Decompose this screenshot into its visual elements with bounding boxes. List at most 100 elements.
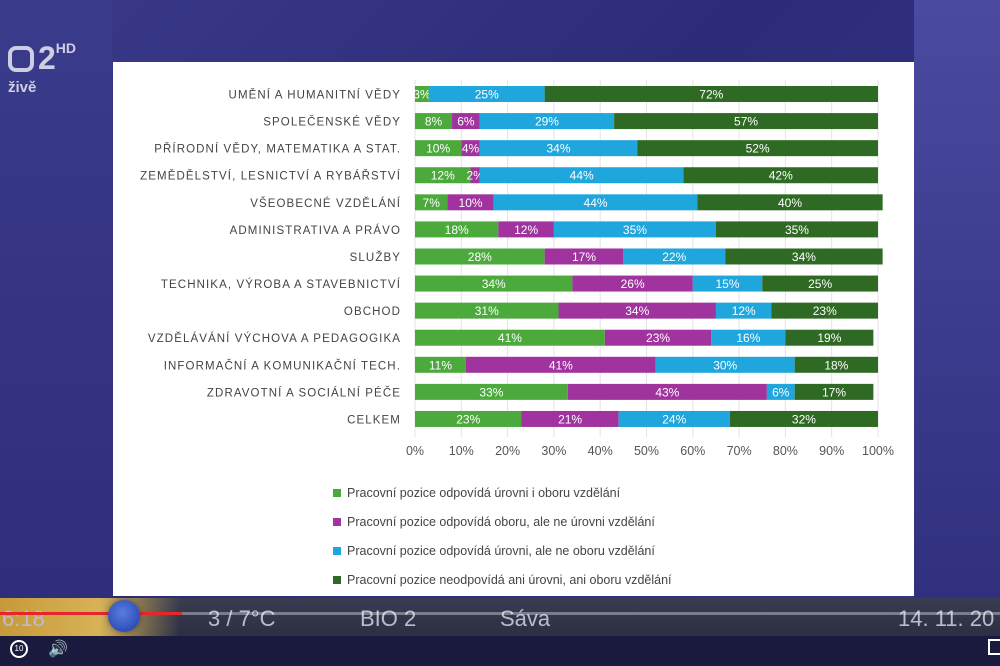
clock-background (0, 598, 180, 636)
data-label: 18% (824, 358, 848, 372)
data-label: 6% (457, 115, 475, 129)
data-label: 11% (429, 358, 452, 372)
bar-segment (493, 194, 698, 211)
legend-swatch (333, 488, 341, 497)
bar-segment (762, 275, 878, 292)
x-tick-label: 30% (541, 444, 566, 458)
x-tick-label: 10% (449, 444, 474, 458)
bar-segment (794, 383, 874, 400)
category-label: PŘÍRODNÍ VĚDY, MATEMATIKA A STAT. (154, 143, 401, 156)
stacked-bar-chart: 0% 10% 20% 30% 40% 50% 60% 70% 80% 90% 100% UMĚNÍ A… (140, 80, 894, 458)
data-label: 26% (621, 277, 645, 291)
bar-segment (461, 140, 480, 157)
data-label: 33% (479, 385, 503, 399)
data-label: 41% (498, 331, 522, 345)
bar-segment (544, 86, 878, 102)
bar-segment (614, 113, 878, 130)
data-label: 34% (482, 277, 506, 291)
bar-segment (771, 302, 878, 319)
seek-bar-track[interactable] (0, 612, 1000, 615)
data-label: 12% (514, 223, 538, 237)
bar-segment (766, 383, 795, 400)
bar-segment (725, 248, 883, 265)
data-label: 41% (549, 358, 573, 372)
legend-label: Pracovní pozice neodpovídá ani úrovni, a… (347, 572, 672, 587)
data-label: 8% (425, 115, 443, 129)
data-label: 19% (817, 331, 841, 345)
data-label: 4% (462, 142, 480, 156)
x-tick-label: 60% (680, 444, 705, 458)
legend-item: Pracovní pozice odpovídá úrovni, ale ne … (333, 536, 672, 565)
hd-badge: HD (55, 40, 77, 56)
news-ticker: 6:18 3 / 7°C BIO 2 Sáva 14. 11. 20 (0, 598, 1000, 636)
bar-segment (479, 167, 684, 184)
seek-bar-progress (0, 612, 182, 615)
bar-segment (415, 302, 559, 319)
bar-segment (544, 248, 624, 265)
seek-bar-handle[interactable] (108, 600, 140, 632)
data-label: 6% (772, 385, 790, 399)
ticker-time: 6:18 (2, 606, 45, 631)
bar-segment (715, 221, 878, 238)
data-label: 44% (570, 169, 594, 183)
bar-segment (521, 410, 619, 427)
legend-swatch (333, 546, 341, 555)
category-label: SPOLEČENSKÉ VĚDY (263, 116, 401, 129)
bar-segment (415, 167, 471, 184)
data-label: 29% (535, 115, 559, 129)
bar-segment (655, 356, 795, 373)
bar-segment (558, 302, 716, 319)
legend-label: Pracovní pozice odpovídá úrovni, ale ne … (347, 543, 655, 558)
data-label: 22% (662, 250, 686, 264)
category-label: ZDRAVOTNÍ A SOCIÁLNÍ PÉČE (207, 386, 401, 399)
data-label: 34% (625, 304, 649, 318)
bar-segment (415, 383, 568, 400)
bar-segment (692, 275, 763, 292)
bar-segment (415, 86, 429, 102)
bar-segment (415, 113, 453, 130)
data-label: 35% (623, 223, 647, 237)
channel-logo: 2HD živě (8, 40, 76, 96)
bar-segment (415, 248, 545, 265)
data-label: 44% (584, 196, 608, 210)
bar-segment (415, 275, 573, 292)
data-label: 17% (822, 385, 846, 399)
volume-icon[interactable]: 🔊 (48, 641, 68, 658)
live-label: živě (8, 79, 37, 96)
bar-segment (623, 248, 726, 265)
data-label: 34% (547, 142, 571, 156)
cast-icon[interactable] (988, 639, 1000, 655)
legend-item: Pracovní pozice neodpovídá ani úrovni, a… (333, 565, 672, 594)
data-label: 43% (655, 385, 679, 399)
category-label: TECHNIKA, VÝROBA A STAVEBNICTVÍ (161, 278, 401, 291)
bar-segment (470, 167, 480, 184)
bar-segment (452, 113, 480, 130)
category-label: UMĚNÍ A HUMANITNÍ VĚDY (229, 89, 401, 102)
x-tick-label: 90% (819, 444, 844, 458)
category-label: SLUŽBY (350, 251, 401, 264)
data-label: 12% (732, 304, 756, 318)
rewind-10-icon[interactable]: 10 (10, 640, 28, 658)
category-label: VŠEOBECNÉ VZDĚLÁNÍ (250, 197, 401, 210)
data-label: 35% (785, 223, 809, 237)
bar-segment (711, 329, 786, 346)
data-label: 28% (468, 250, 492, 264)
data-label: 34% (792, 250, 816, 264)
data-label: 31% (475, 304, 499, 318)
ticker-temperature: 3 / 7°C (208, 606, 276, 631)
bar-segment (447, 194, 494, 211)
data-label: 2% (467, 169, 485, 183)
bar-segment (729, 410, 878, 427)
bar-segment (415, 329, 605, 346)
data-label: 3% (413, 88, 431, 102)
bar-segment (479, 140, 638, 157)
category-label: OBCHOD (344, 306, 401, 318)
x-tick-label: 100% (862, 444, 894, 458)
bar-segment (572, 275, 693, 292)
legend-swatch (333, 575, 341, 584)
bar-segment (415, 140, 462, 157)
chart-panel: 0% 10% 20% 30% 40% 50% 60% 70% 80% 90% 100% UMĚNÍ A… (113, 62, 914, 596)
bar-segment (498, 221, 554, 238)
category-label: CELKEM (347, 414, 401, 426)
chart-legend: Pracovní pozice odpovídá úrovni i oboru … (333, 478, 672, 594)
